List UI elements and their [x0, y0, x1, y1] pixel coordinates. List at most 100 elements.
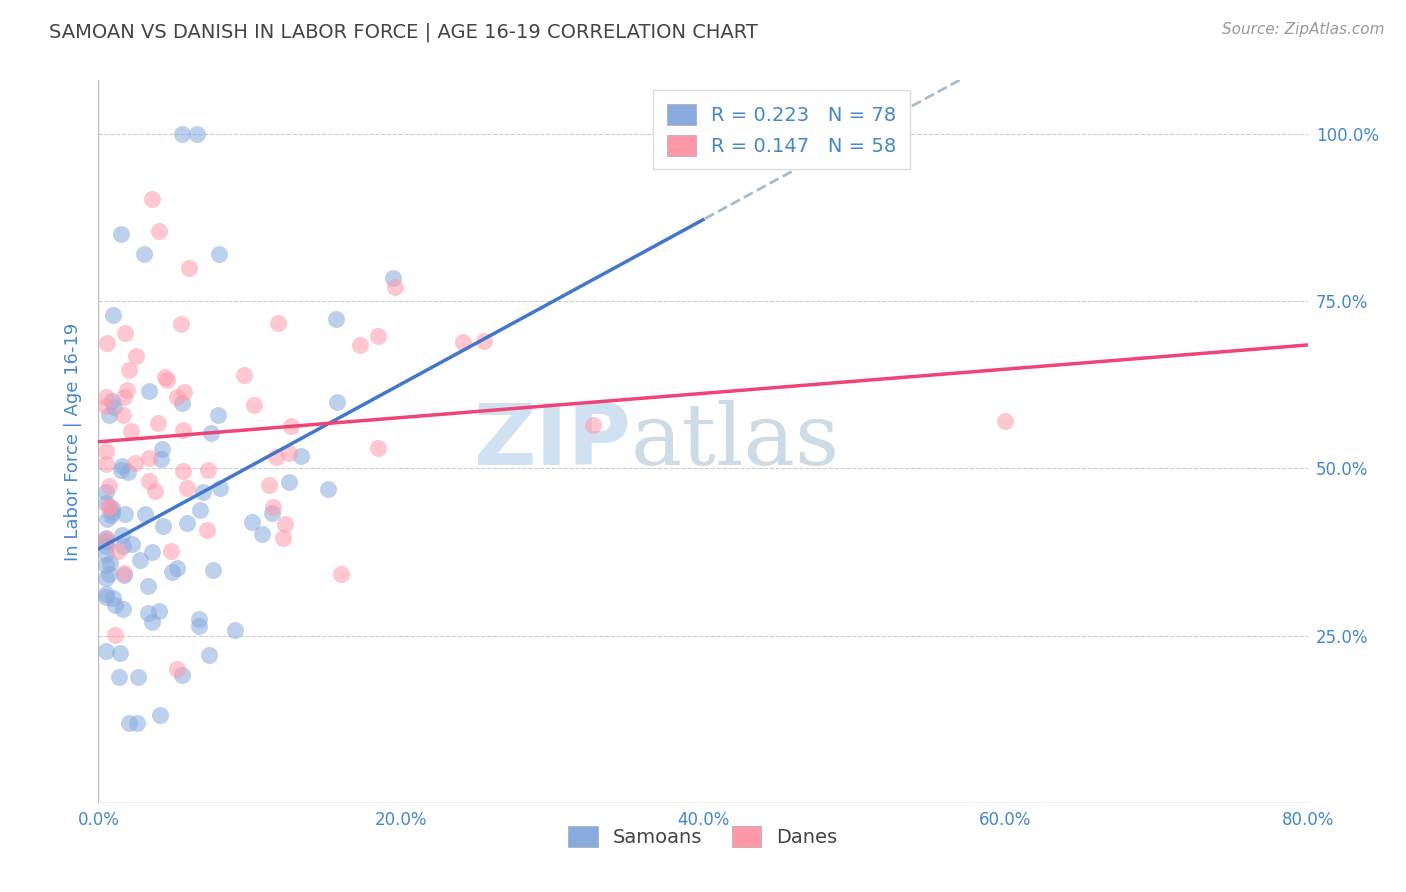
- Point: [94, 531, 117, 545]
- Point: [290, 449, 312, 463]
- Point: [349, 338, 371, 352]
- Point: [156, 373, 179, 387]
- Point: [278, 446, 301, 460]
- Point: [118, 715, 141, 730]
- Point: [94, 540, 117, 554]
- Point: [148, 416, 170, 430]
- Legend: Samoans, Danes: Samoans, Danes: [561, 818, 845, 855]
- Point: [271, 531, 294, 545]
- Point: [104, 599, 127, 613]
- Point: [138, 606, 160, 620]
- Point: [94, 444, 117, 458]
- Point: [191, 485, 214, 500]
- Point: [97, 408, 120, 422]
- Point: [153, 370, 176, 384]
- Point: [94, 457, 117, 471]
- Point: [94, 558, 117, 572]
- Point: [94, 547, 117, 561]
- Point: [367, 329, 389, 343]
- Point: [453, 334, 475, 349]
- Point: [118, 363, 141, 377]
- Point: [98, 557, 121, 571]
- Point: [170, 318, 193, 332]
- Point: [112, 390, 135, 404]
- Point: [134, 507, 156, 521]
- Point: [112, 602, 135, 616]
- Point: [994, 414, 1017, 429]
- Point: [188, 502, 211, 516]
- Point: [232, 368, 254, 383]
- Point: [111, 408, 134, 422]
- Point: [266, 316, 288, 330]
- Point: [208, 247, 231, 261]
- Point: [124, 456, 146, 470]
- Point: [325, 395, 347, 409]
- Point: [170, 668, 193, 682]
- Point: [384, 280, 406, 294]
- Point: [224, 624, 246, 638]
- Point: [94, 643, 117, 657]
- Point: [98, 500, 121, 514]
- Point: [260, 506, 283, 520]
- Point: [136, 579, 159, 593]
- Point: [367, 442, 389, 456]
- Point: [94, 590, 117, 604]
- Point: [149, 707, 172, 722]
- Point: [172, 396, 194, 410]
- Point: [138, 474, 160, 488]
- Point: [108, 646, 131, 660]
- Point: [128, 553, 150, 567]
- Point: [166, 391, 188, 405]
- Point: [110, 227, 132, 242]
- Point: [382, 271, 405, 285]
- Point: [581, 417, 603, 432]
- Point: [200, 425, 222, 440]
- Point: [94, 390, 117, 404]
- Point: [325, 312, 347, 326]
- Point: [103, 308, 125, 322]
- Point: [172, 423, 194, 437]
- Text: Source: ZipAtlas.com: Source: ZipAtlas.com: [1222, 22, 1385, 37]
- Point: [107, 544, 129, 558]
- Point: [186, 127, 208, 141]
- Point: [94, 399, 117, 413]
- Point: [100, 508, 122, 522]
- Point: [187, 619, 209, 633]
- Point: [197, 463, 219, 477]
- Point: [114, 326, 136, 341]
- Point: [111, 528, 134, 542]
- Point: [162, 565, 184, 579]
- Point: [97, 479, 120, 493]
- Point: [474, 334, 496, 348]
- Point: [195, 523, 218, 537]
- Point: [250, 527, 273, 541]
- Point: [179, 260, 201, 275]
- Point: [97, 567, 120, 582]
- Point: [197, 648, 219, 663]
- Point: [143, 483, 166, 498]
- Point: [207, 408, 229, 422]
- Point: [127, 670, 149, 684]
- Point: [120, 424, 142, 438]
- Point: [329, 567, 352, 582]
- Point: [103, 400, 125, 414]
- Point: [125, 715, 148, 730]
- Point: [166, 561, 188, 575]
- Point: [101, 500, 124, 515]
- Text: SAMOAN VS DANISH IN LABOR FORCE | AGE 16-19 CORRELATION CHART: SAMOAN VS DANISH IN LABOR FORCE | AGE 16…: [49, 22, 758, 42]
- Point: [115, 384, 138, 398]
- Point: [141, 615, 163, 629]
- Point: [103, 591, 125, 606]
- Y-axis label: In Labor Force | Age 16-19: In Labor Force | Age 16-19: [65, 322, 83, 561]
- Point: [159, 544, 181, 558]
- Point: [94, 571, 117, 585]
- Point: [278, 475, 301, 490]
- Point: [264, 450, 287, 465]
- Point: [94, 485, 117, 500]
- Point: [114, 508, 136, 522]
- Point: [112, 540, 135, 554]
- Point: [166, 662, 188, 676]
- Point: [149, 451, 172, 466]
- Point: [101, 394, 124, 409]
- Point: [262, 500, 284, 514]
